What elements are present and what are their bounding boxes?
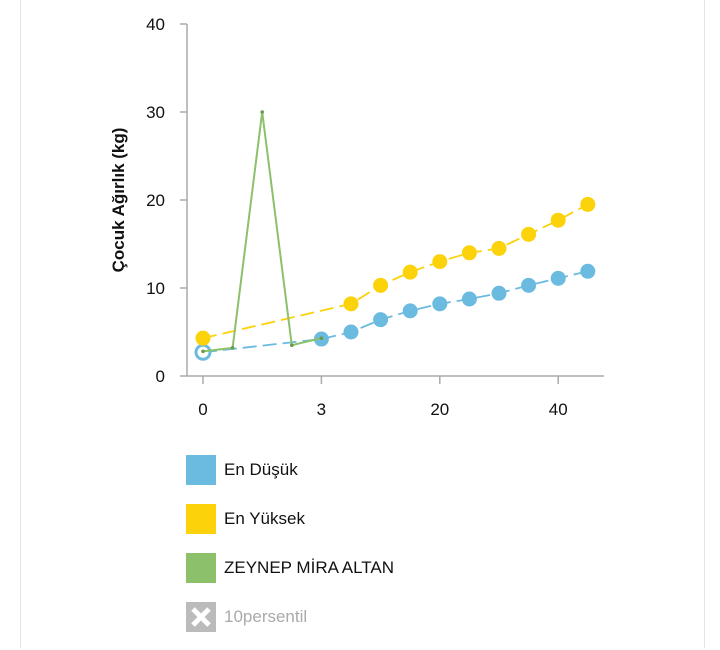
x-tick-label: 3 <box>317 400 326 419</box>
y-tick-label: 20 <box>146 191 165 210</box>
legend-swatch <box>186 504 216 534</box>
data-point <box>343 296 359 312</box>
y-tick-label: 0 <box>156 367 165 386</box>
data-point <box>373 312 389 328</box>
x-tick-label: 40 <box>549 400 568 419</box>
data-point <box>550 270 566 286</box>
data-point <box>491 285 507 301</box>
series-line-1 <box>202 203 589 340</box>
data-point <box>230 346 235 350</box>
data-point <box>402 264 418 280</box>
legend-swatch <box>186 553 216 583</box>
legend-label: 10persentil <box>224 607 308 626</box>
data-point <box>521 277 537 293</box>
data-point <box>550 212 566 228</box>
data-point <box>491 240 507 256</box>
y-tick-label: 30 <box>146 103 165 122</box>
legend-swatch <box>186 455 216 485</box>
legend: En Düşük En Yüksek ZEYNEP MİRA ALTAN 10p… <box>186 454 394 650</box>
hidden-x-icon <box>186 602 216 632</box>
chart-card <box>20 0 705 648</box>
y-axis-label: Çocuk Ağırlık (kg) <box>109 128 128 273</box>
data-point <box>373 277 389 293</box>
data-point <box>290 343 294 348</box>
data-point <box>461 291 477 307</box>
legend-item-en-yuksek[interactable]: En Yüksek <box>186 503 394 535</box>
data-point <box>402 303 418 319</box>
legend-item-en-dusuk[interactable]: En Düşük <box>186 454 394 486</box>
legend-label: En Yüksek <box>224 509 305 528</box>
data-point <box>260 110 265 114</box>
data-point <box>319 336 324 340</box>
data-point <box>201 349 205 354</box>
legend-label: ZEYNEP MİRA ALTAN <box>224 558 395 577</box>
data-point <box>461 245 477 261</box>
x-tick-label: 20 <box>430 400 449 419</box>
data-point <box>432 296 448 312</box>
x-tick-label: 0 <box>198 400 207 419</box>
legend-label: En Düşük <box>224 460 298 479</box>
data-point <box>195 330 211 346</box>
data-point <box>343 324 359 340</box>
data-point <box>580 196 596 212</box>
legend-item-10persentil[interactable]: 10persentil <box>186 601 394 633</box>
legend-item-zeynep[interactable]: ZEYNEP MİRA ALTAN <box>186 552 394 584</box>
data-point <box>580 263 596 279</box>
y-tick-label: 40 <box>146 15 165 34</box>
data-point <box>432 254 448 270</box>
y-tick-label: 10 <box>146 279 165 298</box>
data-point <box>521 226 537 242</box>
